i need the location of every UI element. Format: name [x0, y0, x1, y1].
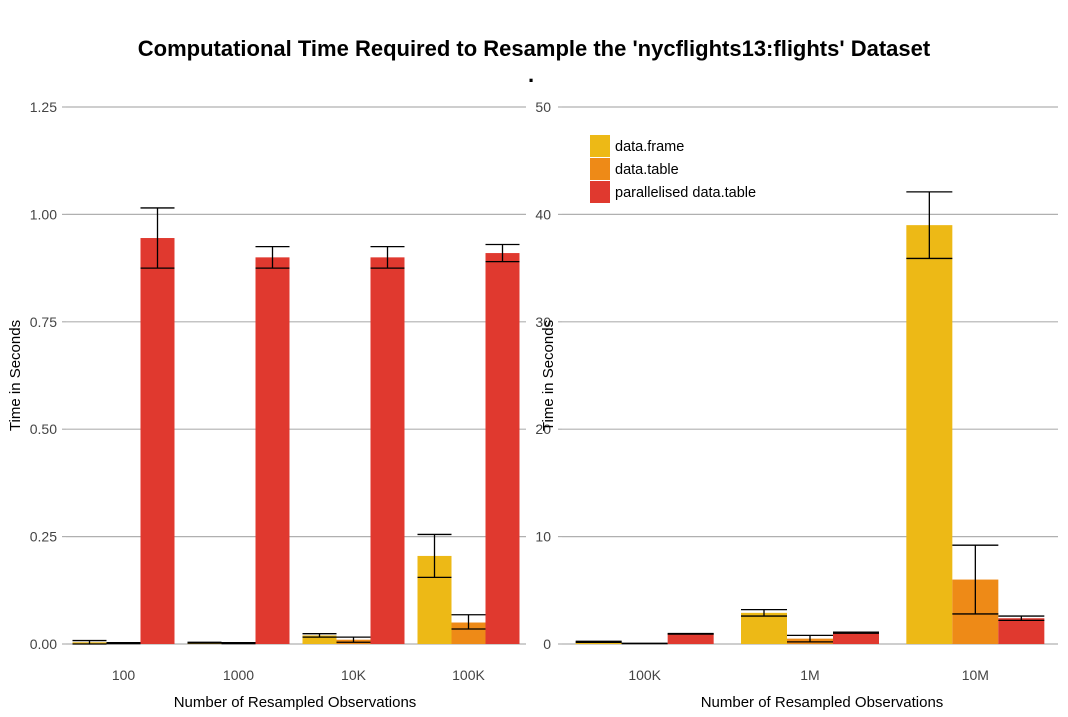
y-tick-label: 1.00 [30, 206, 57, 222]
errorbar-data-table-1000 [221, 642, 256, 645]
left-panel: 0.00 0.25 0.50 0.75 1.00 1.25 100 1000 10K 100K Nu… [7, 99, 526, 711]
x-tick-label: 10M [962, 667, 989, 683]
bar-parallelised-data-table-100 [140, 238, 175, 644]
errorbar-data-table-10k [336, 636, 371, 643]
errorbar-parallelised-data-table-10m [998, 615, 1045, 622]
errorbar-parallelised-data-table-100k [667, 632, 714, 635]
legend-swatch [590, 181, 610, 203]
errorbar-data-frame-1m [741, 608, 787, 617]
errorbar-data-frame-100k [417, 533, 452, 579]
y-tick-label: 1.25 [30, 99, 57, 115]
x-tick-label: 1000 [223, 667, 254, 683]
legend-label: data.frame [615, 139, 684, 155]
x-tick-label: 10K [341, 667, 367, 683]
x-tick-label: 100K [452, 667, 485, 683]
y-tick-label: 0.25 [30, 529, 57, 545]
y-axis-label: Time in Seconds [540, 320, 557, 431]
bar-data-table-100k [451, 622, 486, 644]
y-tick-label: 0.75 [30, 314, 57, 330]
errorbar-parallelised-data-table-10k [370, 245, 405, 269]
legend-item-data-frame: data.frame [590, 135, 684, 157]
x-axis-label: Number of Resampled Observations [174, 694, 417, 711]
y-tick-label: 30 [535, 314, 551, 330]
errorbar-data-frame-1000 [187, 641, 222, 644]
y-tick-label: 0 [543, 636, 551, 652]
bar-parallelised-data-table-1m [833, 632, 879, 644]
legend: data.frame data.table parallelised data.ta… [590, 135, 756, 203]
x-tick-label: 100 [112, 667, 136, 683]
x-tick-label: 1M [800, 667, 819, 683]
errorbar-parallelised-data-table-100k [485, 243, 520, 263]
y-tick-label: 20 [535, 421, 551, 437]
y-axis-label: Time in Seconds [7, 320, 24, 431]
errorbar-parallelised-data-table-1m [833, 631, 879, 634]
y-tick-label: 40 [535, 206, 551, 222]
errorbar-parallelised-data-table-1000 [255, 245, 290, 269]
bar-parallelised-data-table-10m [998, 618, 1045, 644]
bar-parallelised-data-table-100k [485, 253, 520, 644]
y-tick-label: 0.50 [30, 421, 57, 437]
y-tick-label: 50 [535, 99, 551, 115]
chart-title-dot: . [528, 62, 534, 87]
y-tick-label: 0.00 [30, 636, 57, 652]
errorbar-data-table-10m [952, 544, 999, 615]
errorbar-data-frame-10m [906, 191, 953, 260]
x-axis-label: Number of Resampled Observations [701, 694, 944, 711]
bar-data-frame-10k [302, 635, 337, 644]
errorbar-data-table-100k [451, 614, 486, 630]
bar-parallelised-data-table-1000 [255, 257, 290, 644]
legend-item-data-table: data.table [590, 158, 679, 180]
bar-data-frame-1m [741, 612, 787, 644]
legend-label: data.table [615, 162, 679, 178]
errorbar-data-frame-10k [302, 633, 337, 638]
bar-parallelised-data-table-100k [667, 633, 714, 644]
legend-item-parallelised-data-table: parallelised data.table [590, 181, 756, 203]
legend-swatch [590, 158, 610, 180]
legend-label: parallelised data.table [615, 185, 756, 201]
errorbar-data-frame-100k [575, 640, 622, 644]
x-tick-label: 100K [628, 667, 661, 683]
chart-title: Computational Time Required to Resample … [138, 36, 931, 61]
bar-data-frame-10m [906, 225, 953, 644]
errorbar-data-table-100 [106, 642, 141, 645]
bar-parallelised-data-table-10k [370, 257, 405, 644]
errorbar-parallelised-data-table-100 [140, 207, 175, 269]
legend-swatch [590, 135, 610, 157]
right-panel: 0 10 20 30 40 50 100K 1M 10M Number of Resampled … [535, 99, 1058, 711]
errorbar-data-table-1m [787, 634, 833, 643]
y-tick-label: 10 [535, 529, 551, 545]
errorbar-data-frame-100 [72, 639, 107, 645]
